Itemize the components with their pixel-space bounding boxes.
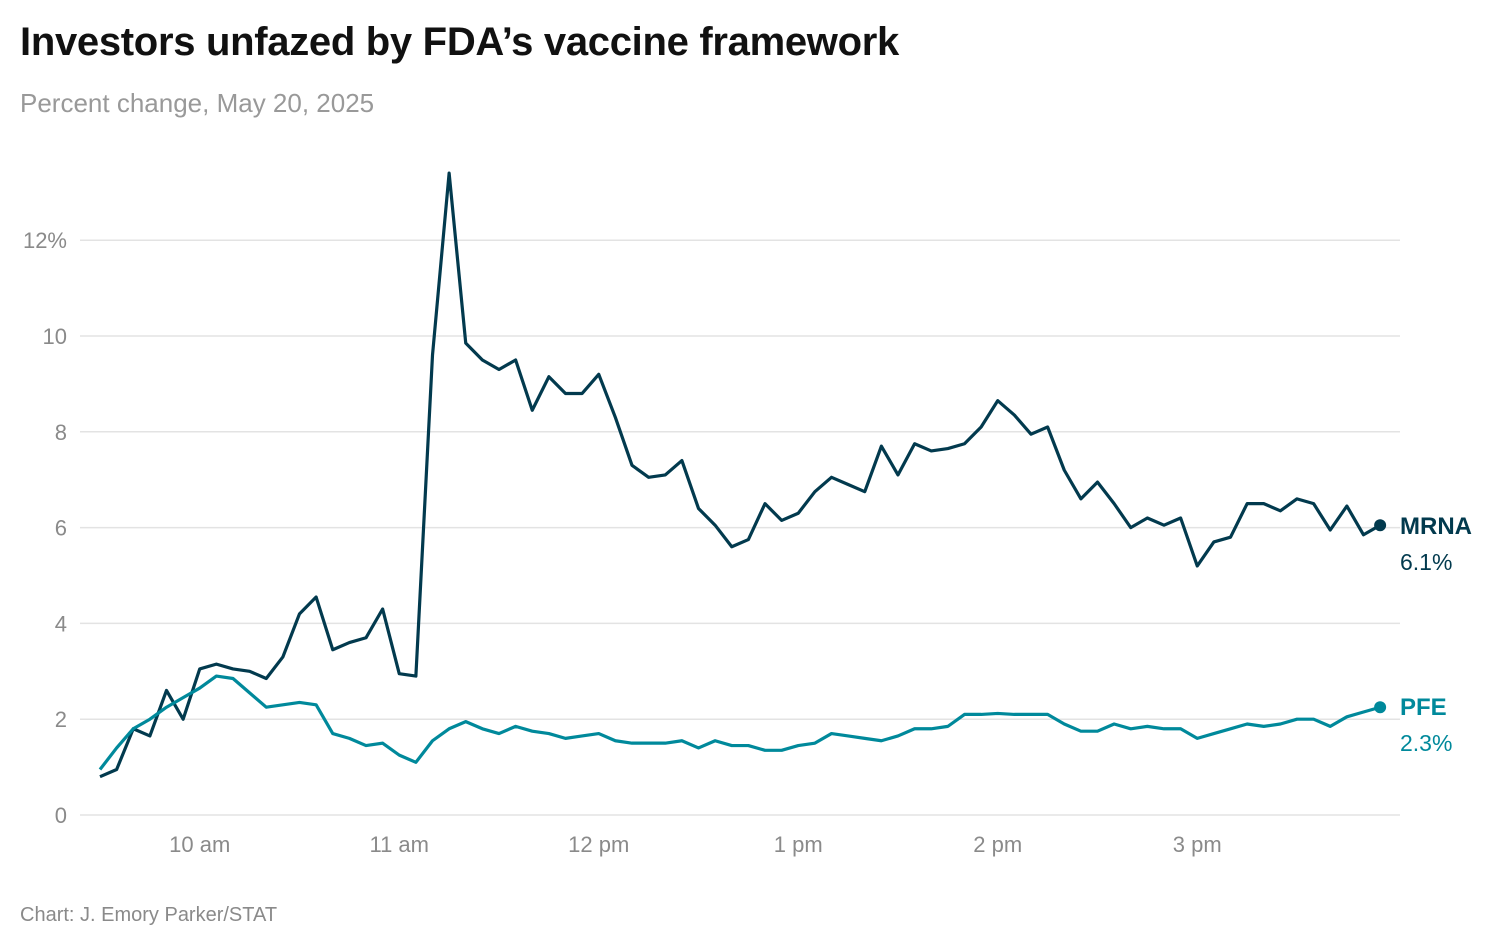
y-tick-label: 6	[55, 516, 67, 541]
series-name-label: PFE	[1400, 694, 1447, 721]
data-point-pfe	[1374, 701, 1387, 714]
series-end-value: 6.1%	[1400, 549, 1452, 575]
series-lines	[98, 171, 1387, 779]
x-tick-label: 12 pm	[568, 832, 629, 857]
y-tick-label: 12%	[23, 228, 67, 253]
x-tick-label: 3 pm	[1173, 832, 1222, 857]
x-axis-ticks: 10 am 11 am 12 pm 1 pm 2 pm 3 pm	[169, 832, 1222, 857]
y-tick-label: 2	[55, 707, 67, 732]
series-end-value: 2.3%	[1400, 730, 1452, 756]
series-labels: MRNA 6.1% PFE 2.3%	[1400, 513, 1472, 756]
series-line-mrna	[99, 171, 1381, 779]
series-line-pfe	[98, 674, 1381, 771]
data-point-mrna	[1374, 519, 1387, 532]
x-tick-label: 1 pm	[774, 832, 823, 857]
series-name-label: MRNA	[1400, 513, 1472, 540]
x-tick-label: 10 am	[169, 832, 230, 857]
y-tick-label: 0	[55, 803, 67, 828]
y-tick-label: 8	[55, 420, 67, 445]
x-tick-label: 11 am	[369, 832, 429, 857]
chart-source: Chart: J. Emory Parker/STAT	[20, 904, 278, 926]
y-tick-label: 4	[55, 611, 67, 636]
y-axis-ticks: 0 2 4 6 8 10 12%	[23, 228, 67, 828]
y-tick-label: 10	[43, 324, 67, 349]
chart-subtitle: Percent change, May 20, 2025	[20, 88, 375, 118]
x-tick-label: 2 pm	[973, 832, 1022, 857]
chart-title: Investors unfazed by FDA’s vaccine frame…	[20, 20, 899, 64]
gridlines	[80, 239, 1400, 816]
